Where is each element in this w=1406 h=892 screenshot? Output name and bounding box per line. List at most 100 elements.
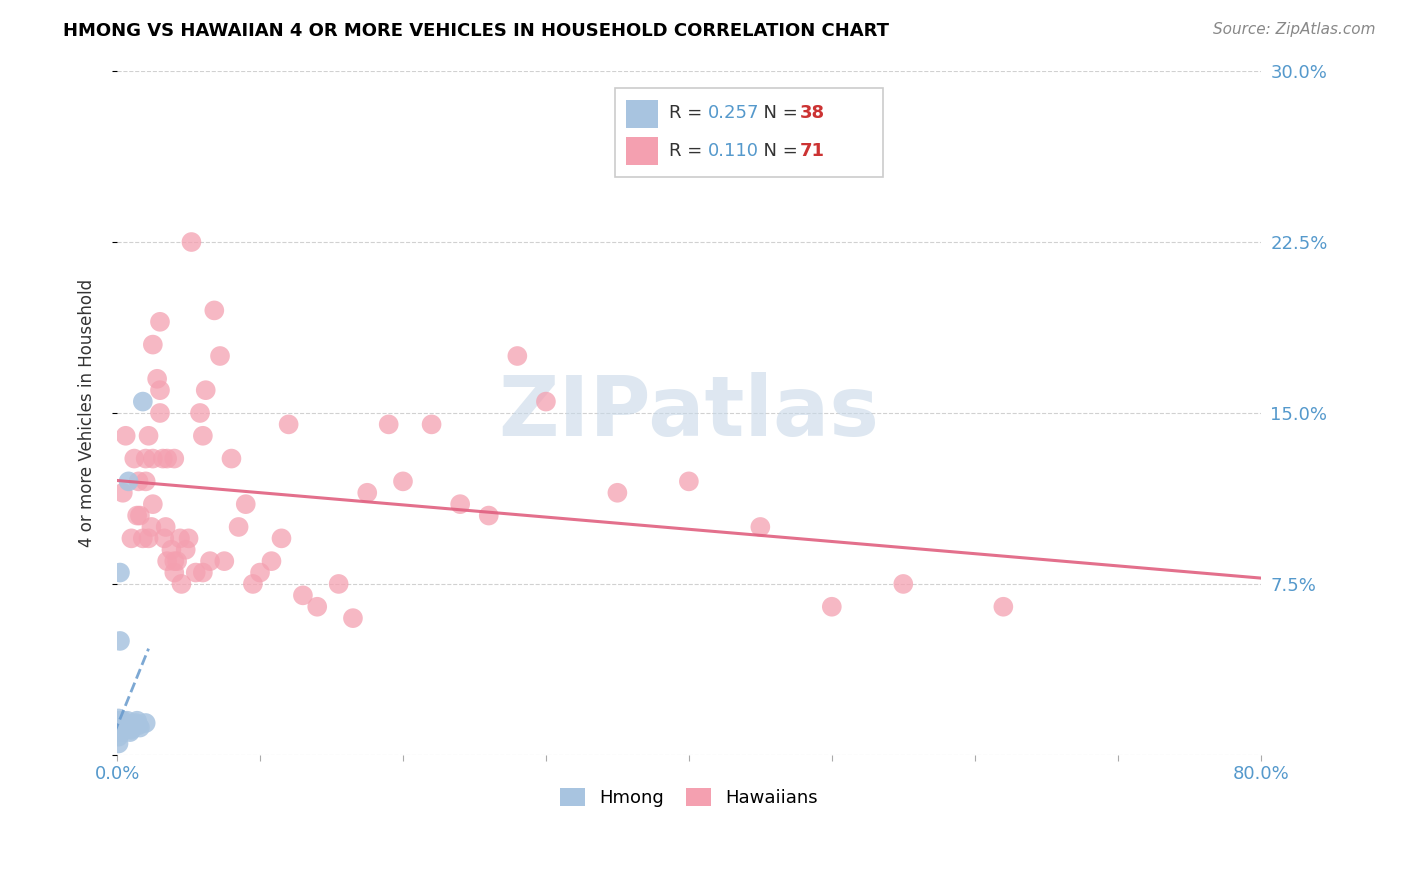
Point: [114, 723, 136, 737]
Point: [111, 714, 134, 728]
Point: [506, 349, 529, 363]
Point: [420, 417, 443, 432]
Point: [606, 485, 628, 500]
Point: [821, 599, 844, 614]
Point: [163, 566, 186, 580]
Point: [120, 723, 142, 737]
Text: ZIPatlas: ZIPatlas: [498, 373, 879, 453]
Point: [342, 611, 364, 625]
Point: [749, 520, 772, 534]
Point: [891, 577, 914, 591]
Point: [188, 406, 211, 420]
Point: [128, 475, 150, 489]
Point: [125, 716, 148, 731]
Point: [132, 532, 155, 546]
Point: [112, 723, 135, 737]
Point: [107, 721, 129, 735]
FancyBboxPatch shape: [626, 137, 658, 165]
Point: [198, 554, 221, 568]
Point: [111, 718, 134, 732]
Point: [169, 532, 191, 546]
Point: [155, 520, 177, 534]
Point: [110, 725, 132, 739]
Point: [107, 711, 129, 725]
Point: [138, 429, 160, 443]
Point: [129, 721, 152, 735]
Point: [135, 451, 157, 466]
Point: [277, 417, 299, 432]
Point: [112, 721, 135, 735]
Point: [121, 721, 143, 735]
Point: [108, 716, 131, 731]
Text: N =: N =: [752, 142, 803, 160]
Point: [107, 725, 129, 739]
Point: [163, 451, 186, 466]
Point: [235, 497, 257, 511]
Point: [177, 532, 200, 546]
Point: [160, 542, 183, 557]
Point: [202, 303, 225, 318]
Point: [112, 718, 135, 732]
Point: [392, 475, 415, 489]
Text: 71: 71: [800, 142, 825, 160]
Point: [180, 235, 202, 249]
Point: [153, 532, 176, 546]
Text: 0.257: 0.257: [709, 104, 759, 122]
Text: N =: N =: [752, 104, 803, 122]
Point: [108, 723, 131, 737]
Point: [107, 723, 129, 737]
Point: [377, 417, 399, 432]
Point: [249, 566, 271, 580]
Point: [184, 566, 207, 580]
Point: [174, 542, 197, 557]
Point: [128, 718, 150, 732]
Point: [135, 475, 157, 489]
FancyBboxPatch shape: [614, 88, 883, 177]
Point: [107, 718, 129, 732]
Point: [117, 475, 139, 489]
Point: [107, 714, 129, 728]
Point: [534, 394, 557, 409]
Point: [110, 718, 132, 732]
Point: [141, 520, 163, 534]
Point: [170, 577, 193, 591]
Point: [221, 451, 243, 466]
Point: [122, 718, 145, 732]
Point: [110, 716, 132, 731]
Text: 0.110: 0.110: [709, 142, 759, 160]
Point: [228, 520, 250, 534]
Point: [478, 508, 501, 523]
Point: [132, 394, 155, 409]
Point: [191, 566, 214, 580]
Point: [152, 451, 174, 466]
Point: [208, 349, 231, 363]
Point: [107, 730, 129, 744]
Point: [108, 634, 131, 648]
Point: [120, 532, 142, 546]
Point: [242, 577, 264, 591]
Y-axis label: 4 or more Vehicles in Household: 4 or more Vehicles in Household: [79, 279, 96, 547]
Point: [146, 372, 169, 386]
Point: [108, 725, 131, 739]
Point: [356, 485, 378, 500]
Point: [142, 497, 165, 511]
Point: [107, 737, 129, 751]
Point: [111, 485, 134, 500]
Point: [127, 714, 149, 728]
Point: [156, 451, 179, 466]
Point: [678, 475, 700, 489]
FancyBboxPatch shape: [626, 101, 658, 128]
Point: [163, 554, 186, 568]
Point: [307, 599, 329, 614]
Point: [191, 429, 214, 443]
Point: [449, 497, 471, 511]
Point: [135, 716, 157, 731]
Point: [114, 429, 136, 443]
Text: R =: R =: [669, 142, 709, 160]
Text: HMONG VS HAWAIIAN 4 OR MORE VEHICLES IN HOUSEHOLD CORRELATION CHART: HMONG VS HAWAIIAN 4 OR MORE VEHICLES IN …: [63, 22, 889, 40]
Point: [291, 588, 314, 602]
Point: [166, 554, 188, 568]
Point: [270, 532, 292, 546]
Point: [149, 315, 172, 329]
Point: [156, 554, 179, 568]
